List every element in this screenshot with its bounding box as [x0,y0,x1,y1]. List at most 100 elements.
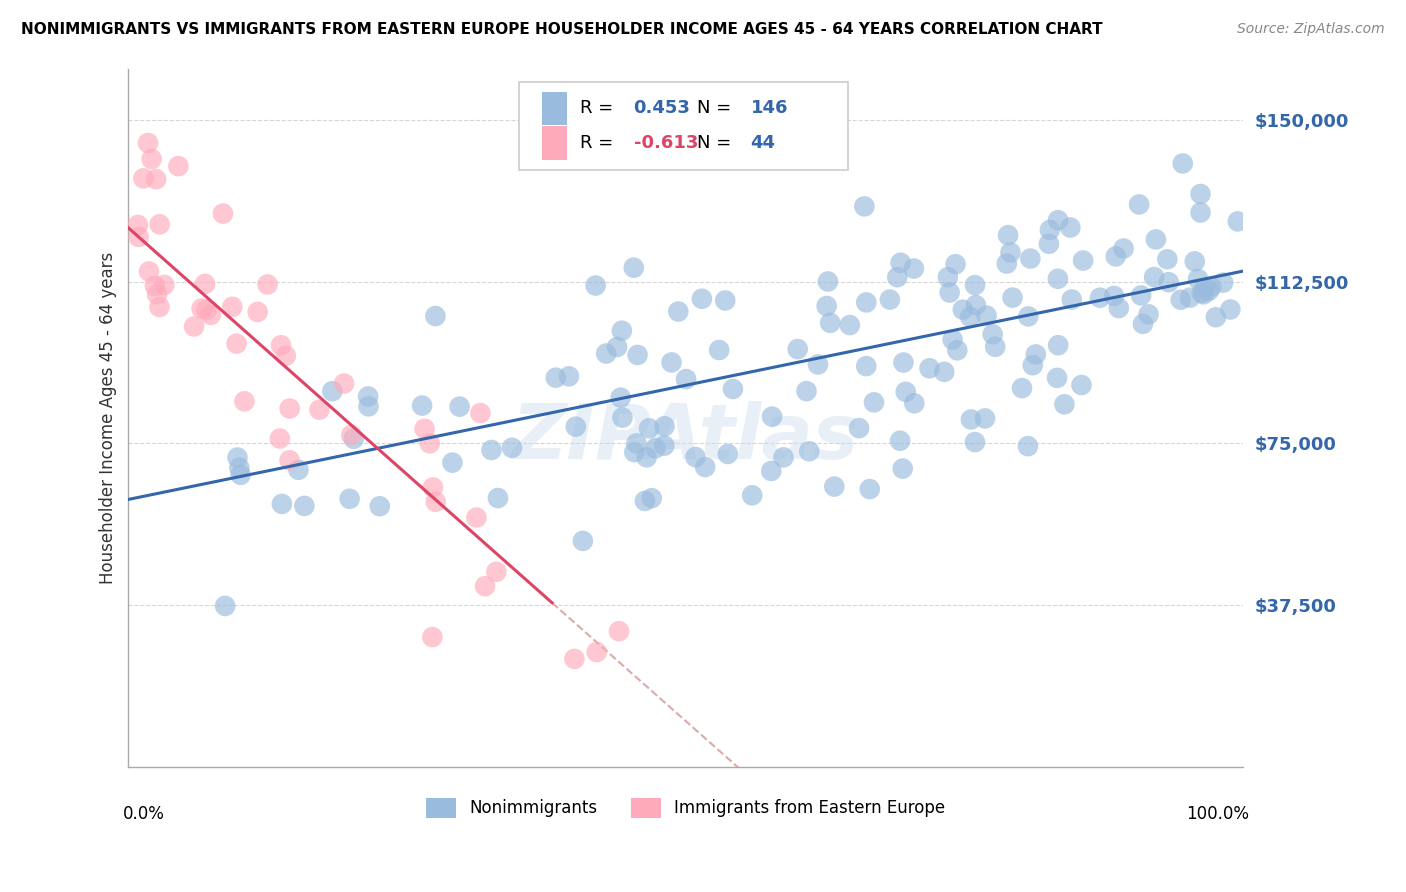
Point [357,389,380,403]
Point [799,444,821,458]
Point [1205,310,1227,325]
Point [1017,439,1039,453]
Point [228,460,250,475]
Point [1022,358,1045,372]
Point [1128,197,1150,211]
Point [190,301,212,316]
Point [623,445,645,459]
Point [1132,317,1154,331]
Point [981,327,1004,342]
Text: R =: R = [581,134,619,153]
Point [741,488,763,502]
Point [544,370,567,384]
Point [340,428,363,442]
Text: N =: N = [697,134,737,153]
Point [572,533,595,548]
Point [292,499,315,513]
Text: 100.0%: 100.0% [1185,805,1249,823]
Point [212,206,235,220]
Point [145,172,167,186]
FancyBboxPatch shape [543,127,567,160]
Point [1060,293,1083,307]
Point [308,402,330,417]
Point [565,419,588,434]
Point [485,565,508,579]
Point [918,361,941,376]
Point [1047,213,1070,227]
Point [422,630,444,644]
Text: Source: ZipAtlas.com: Source: ZipAtlas.com [1237,22,1385,37]
Point [200,308,222,322]
Point [595,346,617,360]
Point [1143,270,1166,285]
Point [564,652,586,666]
Point [707,343,730,357]
Point [984,340,1007,354]
Point [1184,254,1206,268]
Point [278,401,301,416]
Point [214,599,236,613]
Point [136,136,159,150]
Text: ZIPAtlas: ZIPAtlas [512,401,859,475]
Point [1170,293,1192,307]
Point [1108,301,1130,315]
Point [1130,288,1153,302]
Point [815,299,838,313]
Point [149,217,172,231]
Point [333,376,356,391]
Point [1187,272,1209,286]
Point [127,218,149,232]
Point [636,450,658,465]
Point [952,302,974,317]
Text: 146: 146 [751,99,789,118]
Point [644,442,666,456]
Point [1047,338,1070,352]
Point [606,340,628,354]
Point [853,199,876,213]
Point [848,421,870,435]
Point [1088,291,1111,305]
Point [963,435,986,450]
Point [1046,371,1069,385]
Point [1011,381,1033,395]
Point [942,333,965,347]
Point [585,278,607,293]
Point [246,305,269,319]
Point [946,343,969,358]
FancyBboxPatch shape [543,92,567,125]
Point [1171,156,1194,170]
Point [685,450,707,464]
Point [666,304,689,318]
Point [225,336,247,351]
Point [481,443,503,458]
Point [256,277,278,292]
Point [1156,252,1178,267]
Point [634,494,657,508]
Text: R =: R = [581,99,619,118]
Point [449,400,471,414]
Point [965,298,987,312]
Point [654,419,676,434]
Point [1212,276,1234,290]
Point [1053,397,1076,411]
Point [270,497,292,511]
Point [1194,280,1216,294]
Point [796,384,818,398]
Point [343,432,366,446]
Point [474,579,496,593]
Point [772,450,794,465]
Point [422,480,444,494]
Point [1000,245,1022,260]
Point [963,278,986,293]
Point [675,372,697,386]
Point [1191,286,1213,301]
Point [1039,223,1062,237]
Point [607,624,630,639]
Point [465,510,488,524]
Point [936,270,959,285]
Point [143,279,166,293]
Point [368,500,391,514]
Point [183,319,205,334]
Point [132,171,155,186]
Point [339,491,361,506]
